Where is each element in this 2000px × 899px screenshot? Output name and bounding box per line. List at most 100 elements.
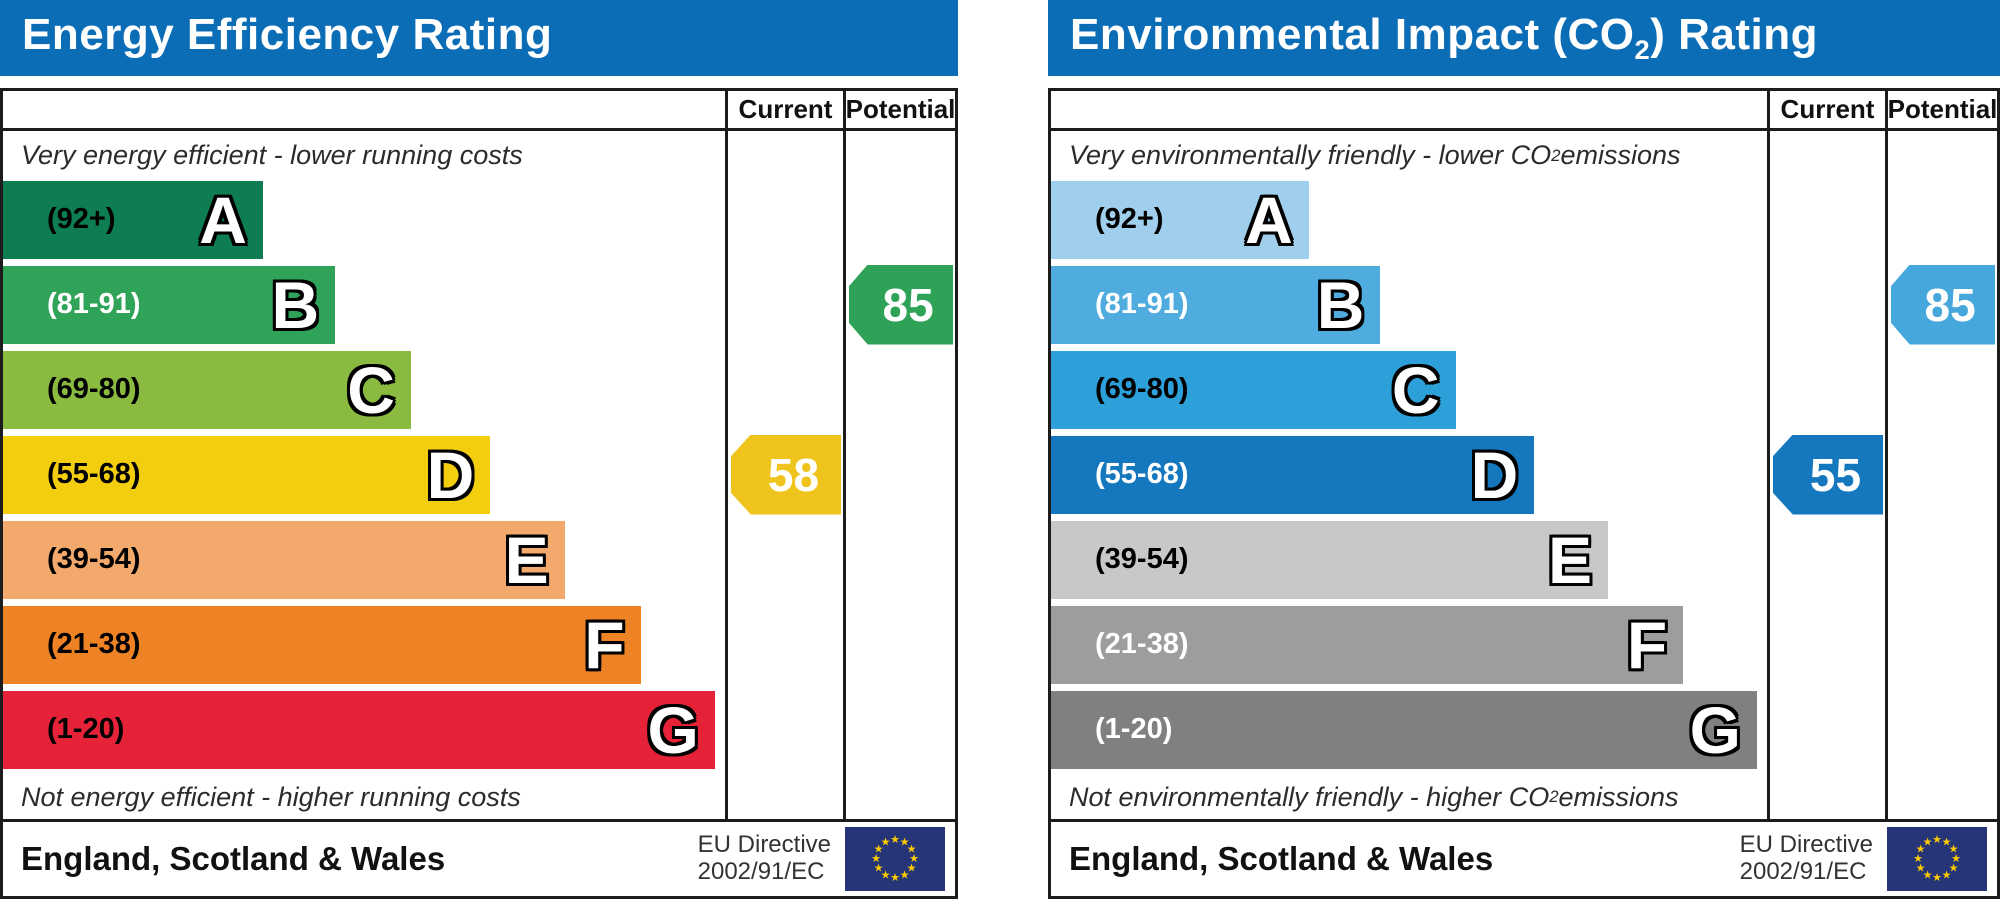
svg-text:★: ★ [871,853,881,865]
band-f-letter: F [1626,607,1668,682]
band-c-range: (69-80) [47,373,141,405]
svg-text:★: ★ [907,862,917,874]
potential-rating-value: 85 [882,278,934,331]
chart-body: Very environmentally friendly - lower CO… [1051,130,1997,819]
caption-top: Very environmentally friendly - lower CO… [1069,140,1681,170]
svg-text:★: ★ [1949,862,1959,874]
band-e: (39-54) E [3,520,565,599]
band-b: (81-91) B [1051,265,1381,344]
svg-text:★: ★ [1932,872,1942,884]
region-label: England, Scotland & Wales [21,839,446,877]
eu-flag-icon: ★ ★ ★ ★ ★ ★ ★ ★ ★ ★ ★ ★ [1887,826,1987,891]
current-rating-value: 58 [767,448,820,501]
band-d-range: (55-68) [47,458,141,490]
potential-column: 85 [1885,130,1997,819]
bands-plot: Very energy efficient - lower running co… [3,131,725,819]
band-e-range: (39-54) [47,543,141,575]
potential-rating-value: 85 [1924,278,1976,331]
band-e-range: (39-54) [1095,543,1189,575]
environmental-impact-title: Environmental Impact (CO2) Rating [1070,9,1818,65]
band-d-letter: D [426,437,475,512]
eu-directive-label: EU Directive 2002/91/EC [697,830,831,885]
band-d: (55-68) D [1051,435,1535,514]
band-e-letter: E [504,522,549,597]
svg-text:★: ★ [890,834,900,846]
svg-text:★: ★ [1951,853,1961,865]
svg-text:★: ★ [874,862,884,874]
svg-text:★: ★ [890,872,900,884]
energy-efficiency-title: Energy Efficiency Rating [22,9,553,59]
band-c: (69-80) C [3,350,411,429]
band-row-d: (55-68) D [1051,435,1767,514]
potential-column: 85 [843,130,955,819]
band-a-letter: A [199,182,247,257]
current-rating-value: 55 [1809,448,1862,501]
band-a: (92+) A [3,180,263,259]
svg-text:★: ★ [900,836,910,848]
band-row-g: (1-20) G [1051,690,1767,769]
eu-directive-label: EU Directive 2002/91/EC [1739,830,1873,885]
band-g-letter: G [647,692,699,767]
band-d-letter: D [1470,437,1519,512]
band-a-letter: A [1245,182,1293,257]
band-row-d: (55-68) D [3,435,725,514]
band-row-g: (1-20) G [3,690,725,769]
band-row-c: (69-80) C [3,350,725,429]
svg-text:★: ★ [1923,869,1933,881]
band-c-letter: C [1391,352,1440,427]
energy-efficiency-header: Energy Efficiency Rating [0,0,958,76]
band-e-letter: E [1548,522,1593,597]
potential-rating-arrow: 85 [1891,264,1995,345]
band-b: (81-91) B [3,265,336,344]
caption-top: Very energy efficient - lower running co… [21,140,523,170]
environmental-impact-footer: England, Scotland & Wales EU Directive 2… [1048,821,2000,899]
environmental-impact-panel: Environmental Impact (CO2) Rating Curren… [1048,0,2000,899]
band-c-range: (69-80) [1095,373,1189,405]
band-row-e: (39-54) E [3,520,725,599]
band-g: (1-20) G [1051,690,1757,769]
band-a: (92+) A [1051,180,1309,259]
band-c: (69-80) C [1051,350,1456,429]
band-f-range: (21-38) [1095,628,1189,660]
svg-text:★: ★ [1932,834,1942,846]
band-e: (39-54) E [1051,520,1609,599]
current-column: 55 [1767,130,1885,819]
band-b-letter: B [1316,267,1365,342]
band-row-c: (69-80) C [1051,350,1767,429]
environmental-impact-header: Environmental Impact (CO2) Rating [1048,0,2000,76]
svg-text:★: ★ [1913,853,1923,865]
svg-text:★: ★ [874,843,884,855]
band-f-range: (21-38) [47,628,141,660]
svg-text:★: ★ [1916,862,1926,874]
band-d-range: (55-68) [1095,458,1189,490]
svg-text:★: ★ [1949,843,1959,855]
current-column: 58 [725,130,843,819]
environmental-impact-table: Current Potential Very environmentally f… [1048,87,2000,822]
current-column-header: Current [1767,90,1885,128]
energy-efficiency-table: Current Potential Very energy efficient … [0,87,958,822]
svg-text:★: ★ [907,843,917,855]
energy-efficiency-footer: England, Scotland & Wales EU Directive 2… [0,821,958,899]
current-rating-arrow: 55 [1773,434,1883,515]
eu-flag-icon: ★ ★ ★ ★ ★ ★ ★ ★ ★ ★ ★ ★ [845,826,945,891]
energy-efficiency-panel: Energy Efficiency Rating Current Potenti… [0,0,958,899]
column-header-row: Current Potential [1051,90,1997,131]
band-g: (1-20) G [3,690,715,769]
svg-text:★: ★ [881,836,891,848]
current-rating-arrow: 58 [731,434,841,515]
chart-body: Very energy efficient - lower running co… [3,130,955,819]
band-b-letter: B [271,267,320,342]
region-label: England, Scotland & Wales [1069,839,1494,877]
bands-plot: Very environmentally friendly - lower CO… [1051,131,1767,819]
band-d: (55-68) D [3,435,491,514]
caption-bottom: Not energy efficient - higher running co… [21,781,521,812]
band-row-b: (81-91) B [3,265,725,344]
band-a-range: (92+) [1095,203,1164,235]
potential-column-header: Potential [843,90,955,128]
band-row-a: (92+) A [1051,180,1767,259]
band-b-range: (81-91) [47,288,141,320]
svg-text:★: ★ [1916,843,1926,855]
column-header-row: Current Potential [3,90,955,131]
band-g-letter: G [1689,692,1741,767]
